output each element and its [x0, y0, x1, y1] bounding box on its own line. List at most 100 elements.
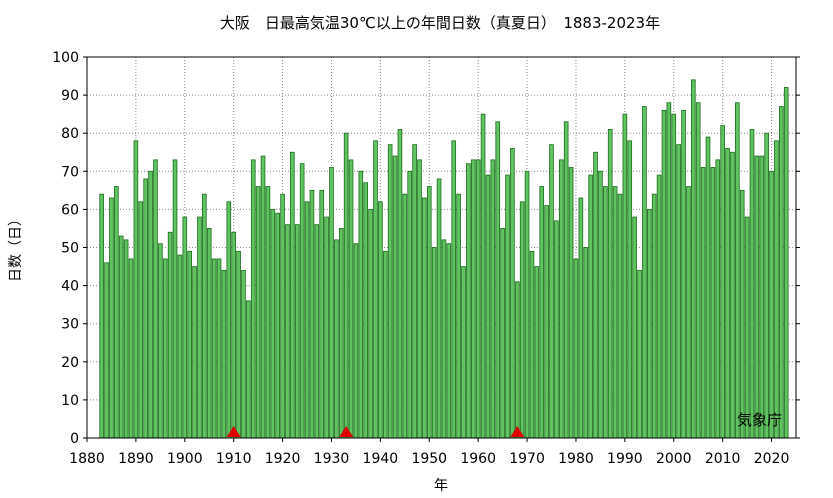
- bar-1951: [431, 247, 437, 439]
- bar-1979: [568, 167, 574, 439]
- x-tick-label: 1940: [363, 451, 399, 467]
- marker-1910: [226, 426, 241, 437]
- y-tick-label: 0: [70, 431, 79, 447]
- bar-1971: [529, 250, 535, 439]
- bar-1941: [382, 250, 388, 439]
- bar-1918: [270, 208, 276, 439]
- bar-1886: [114, 186, 119, 439]
- bar-1904: [202, 193, 207, 439]
- bar-1960: [475, 159, 481, 439]
- bar-1895: [158, 243, 163, 439]
- bar-1981: [578, 197, 584, 439]
- y-tick-label: 70: [61, 164, 79, 180]
- bar-2005: [695, 102, 701, 439]
- y-tick-label: 50: [61, 241, 79, 257]
- bar-1973: [539, 186, 545, 439]
- bar-1985: [598, 170, 603, 439]
- bar-1901: [187, 250, 192, 439]
- bar-1902: [192, 266, 197, 439]
- bar-1920: [280, 193, 285, 439]
- bar-1910: [231, 231, 236, 439]
- bar-1909: [226, 201, 232, 439]
- bar-1956: [456, 193, 461, 439]
- y-tick-label: 80: [61, 126, 79, 142]
- x-tick-label: 2010: [705, 451, 741, 467]
- bar-2020: [769, 170, 774, 439]
- bar-2010: [720, 125, 725, 439]
- marker-1968: [510, 426, 525, 437]
- y-tick-label: 60: [61, 202, 79, 218]
- bar-1932: [338, 228, 344, 439]
- bar-1961: [480, 113, 486, 439]
- year-markers: [226, 426, 525, 437]
- bar-1936: [358, 170, 364, 439]
- bar-1989: [617, 193, 623, 439]
- bar-1972: [534, 266, 540, 439]
- bar-1939: [373, 140, 378, 439]
- source-label: 気象庁: [737, 411, 782, 429]
- bar-1942: [387, 144, 393, 439]
- bar-2006: [700, 167, 706, 439]
- bar-1912: [241, 269, 246, 439]
- bar-1899: [177, 254, 183, 439]
- bar-2007: [705, 136, 711, 439]
- bar-2009: [715, 159, 721, 439]
- bar-1990: [622, 113, 628, 439]
- bar-1907: [216, 258, 222, 439]
- bar-1925: [304, 201, 310, 439]
- bar-2014: [739, 189, 745, 439]
- x-tick-label: 1930: [314, 451, 350, 467]
- bar-1908: [221, 269, 227, 439]
- bar-2023: [783, 87, 789, 439]
- bar-1906: [211, 258, 217, 439]
- y-tick-label: 100: [52, 50, 79, 66]
- bar-2003: [686, 186, 691, 439]
- x-tick-label: 1910: [216, 451, 252, 467]
- bar-1978: [563, 121, 569, 439]
- bar-1927: [314, 224, 320, 439]
- bar-1929: [324, 216, 329, 439]
- bar-1940: [378, 201, 383, 439]
- bar-1969: [519, 201, 525, 439]
- bar-1946: [407, 170, 413, 439]
- y-tick-label: 40: [61, 279, 79, 295]
- bar-1958: [466, 163, 471, 439]
- bar-1970: [524, 170, 530, 439]
- bar-1962: [485, 174, 491, 439]
- bar-1884: [104, 262, 109, 439]
- bar-1900: [182, 216, 188, 439]
- bar-1885: [109, 197, 114, 439]
- x-tick-label: 1980: [558, 451, 594, 467]
- bar-1883: [99, 193, 104, 439]
- bar-1966: [505, 174, 510, 439]
- x-tick-label: 2000: [656, 451, 692, 467]
- bar-1924: [299, 163, 305, 439]
- bar-1937: [363, 182, 369, 439]
- bar-1938: [368, 208, 373, 439]
- grid-lines: [87, 57, 796, 438]
- bar-1919: [275, 212, 281, 439]
- bar-1950: [426, 186, 432, 439]
- bar-1948: [417, 159, 422, 439]
- bar-1949: [422, 197, 427, 439]
- bar-2016: [749, 128, 755, 439]
- bar-1926: [309, 189, 315, 439]
- bar-2001: [676, 144, 681, 439]
- bar-1921: [285, 224, 290, 439]
- bar-1944: [397, 128, 403, 439]
- bar-1977: [558, 159, 564, 439]
- bar-1955: [451, 140, 457, 439]
- bar-1898: [172, 159, 178, 439]
- bar-1905: [206, 228, 212, 439]
- bar-1914: [250, 159, 256, 439]
- bar-1887: [118, 235, 124, 439]
- x-tick-label: 1890: [118, 451, 154, 467]
- bar-1922: [290, 151, 295, 439]
- bar-2002: [681, 109, 686, 439]
- bar-1917: [265, 186, 271, 439]
- bar-2018: [759, 155, 765, 439]
- bar-1935: [353, 243, 359, 439]
- y-tick-label: 10: [61, 393, 79, 409]
- bar-2017: [754, 155, 760, 439]
